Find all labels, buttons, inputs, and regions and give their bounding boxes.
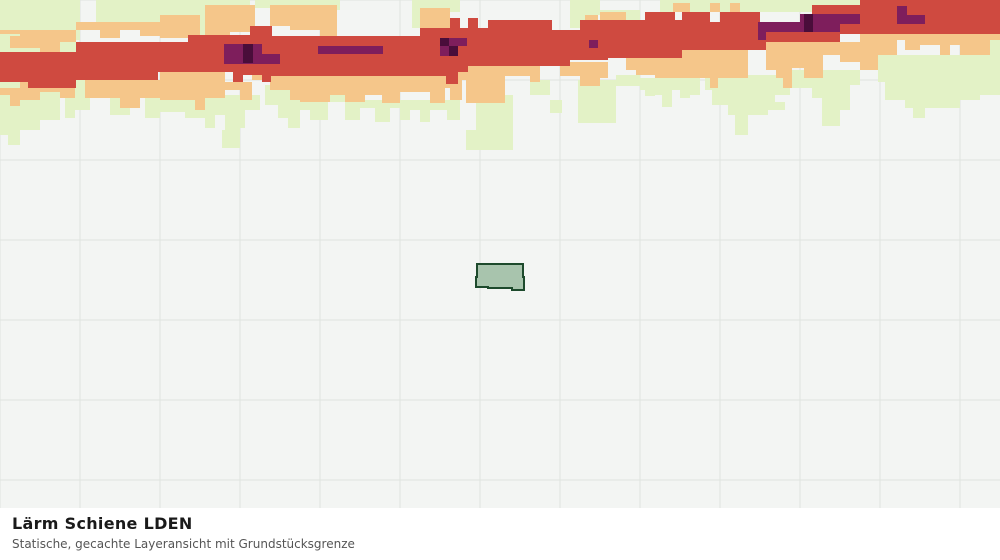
layer-title: Lärm Schiene LDEN: [12, 514, 193, 533]
noise-band-extreme: [243, 14, 813, 63]
noise-band-high: [0, 0, 1000, 88]
noise-band-mid: [0, 3, 1000, 110]
map-view[interactable]: [0, 0, 1000, 508]
noise-band-very-high: [224, 6, 925, 64]
map-caption: Lärm Schiene LDEN Statische, gecachte La…: [0, 508, 1000, 560]
parcel-boundary[interactable]: [475, 263, 525, 291]
layer-subtitle: Statische, gecachte Layeransicht mit Gru…: [12, 537, 355, 551]
noise-map-canvas: [0, 0, 1000, 508]
